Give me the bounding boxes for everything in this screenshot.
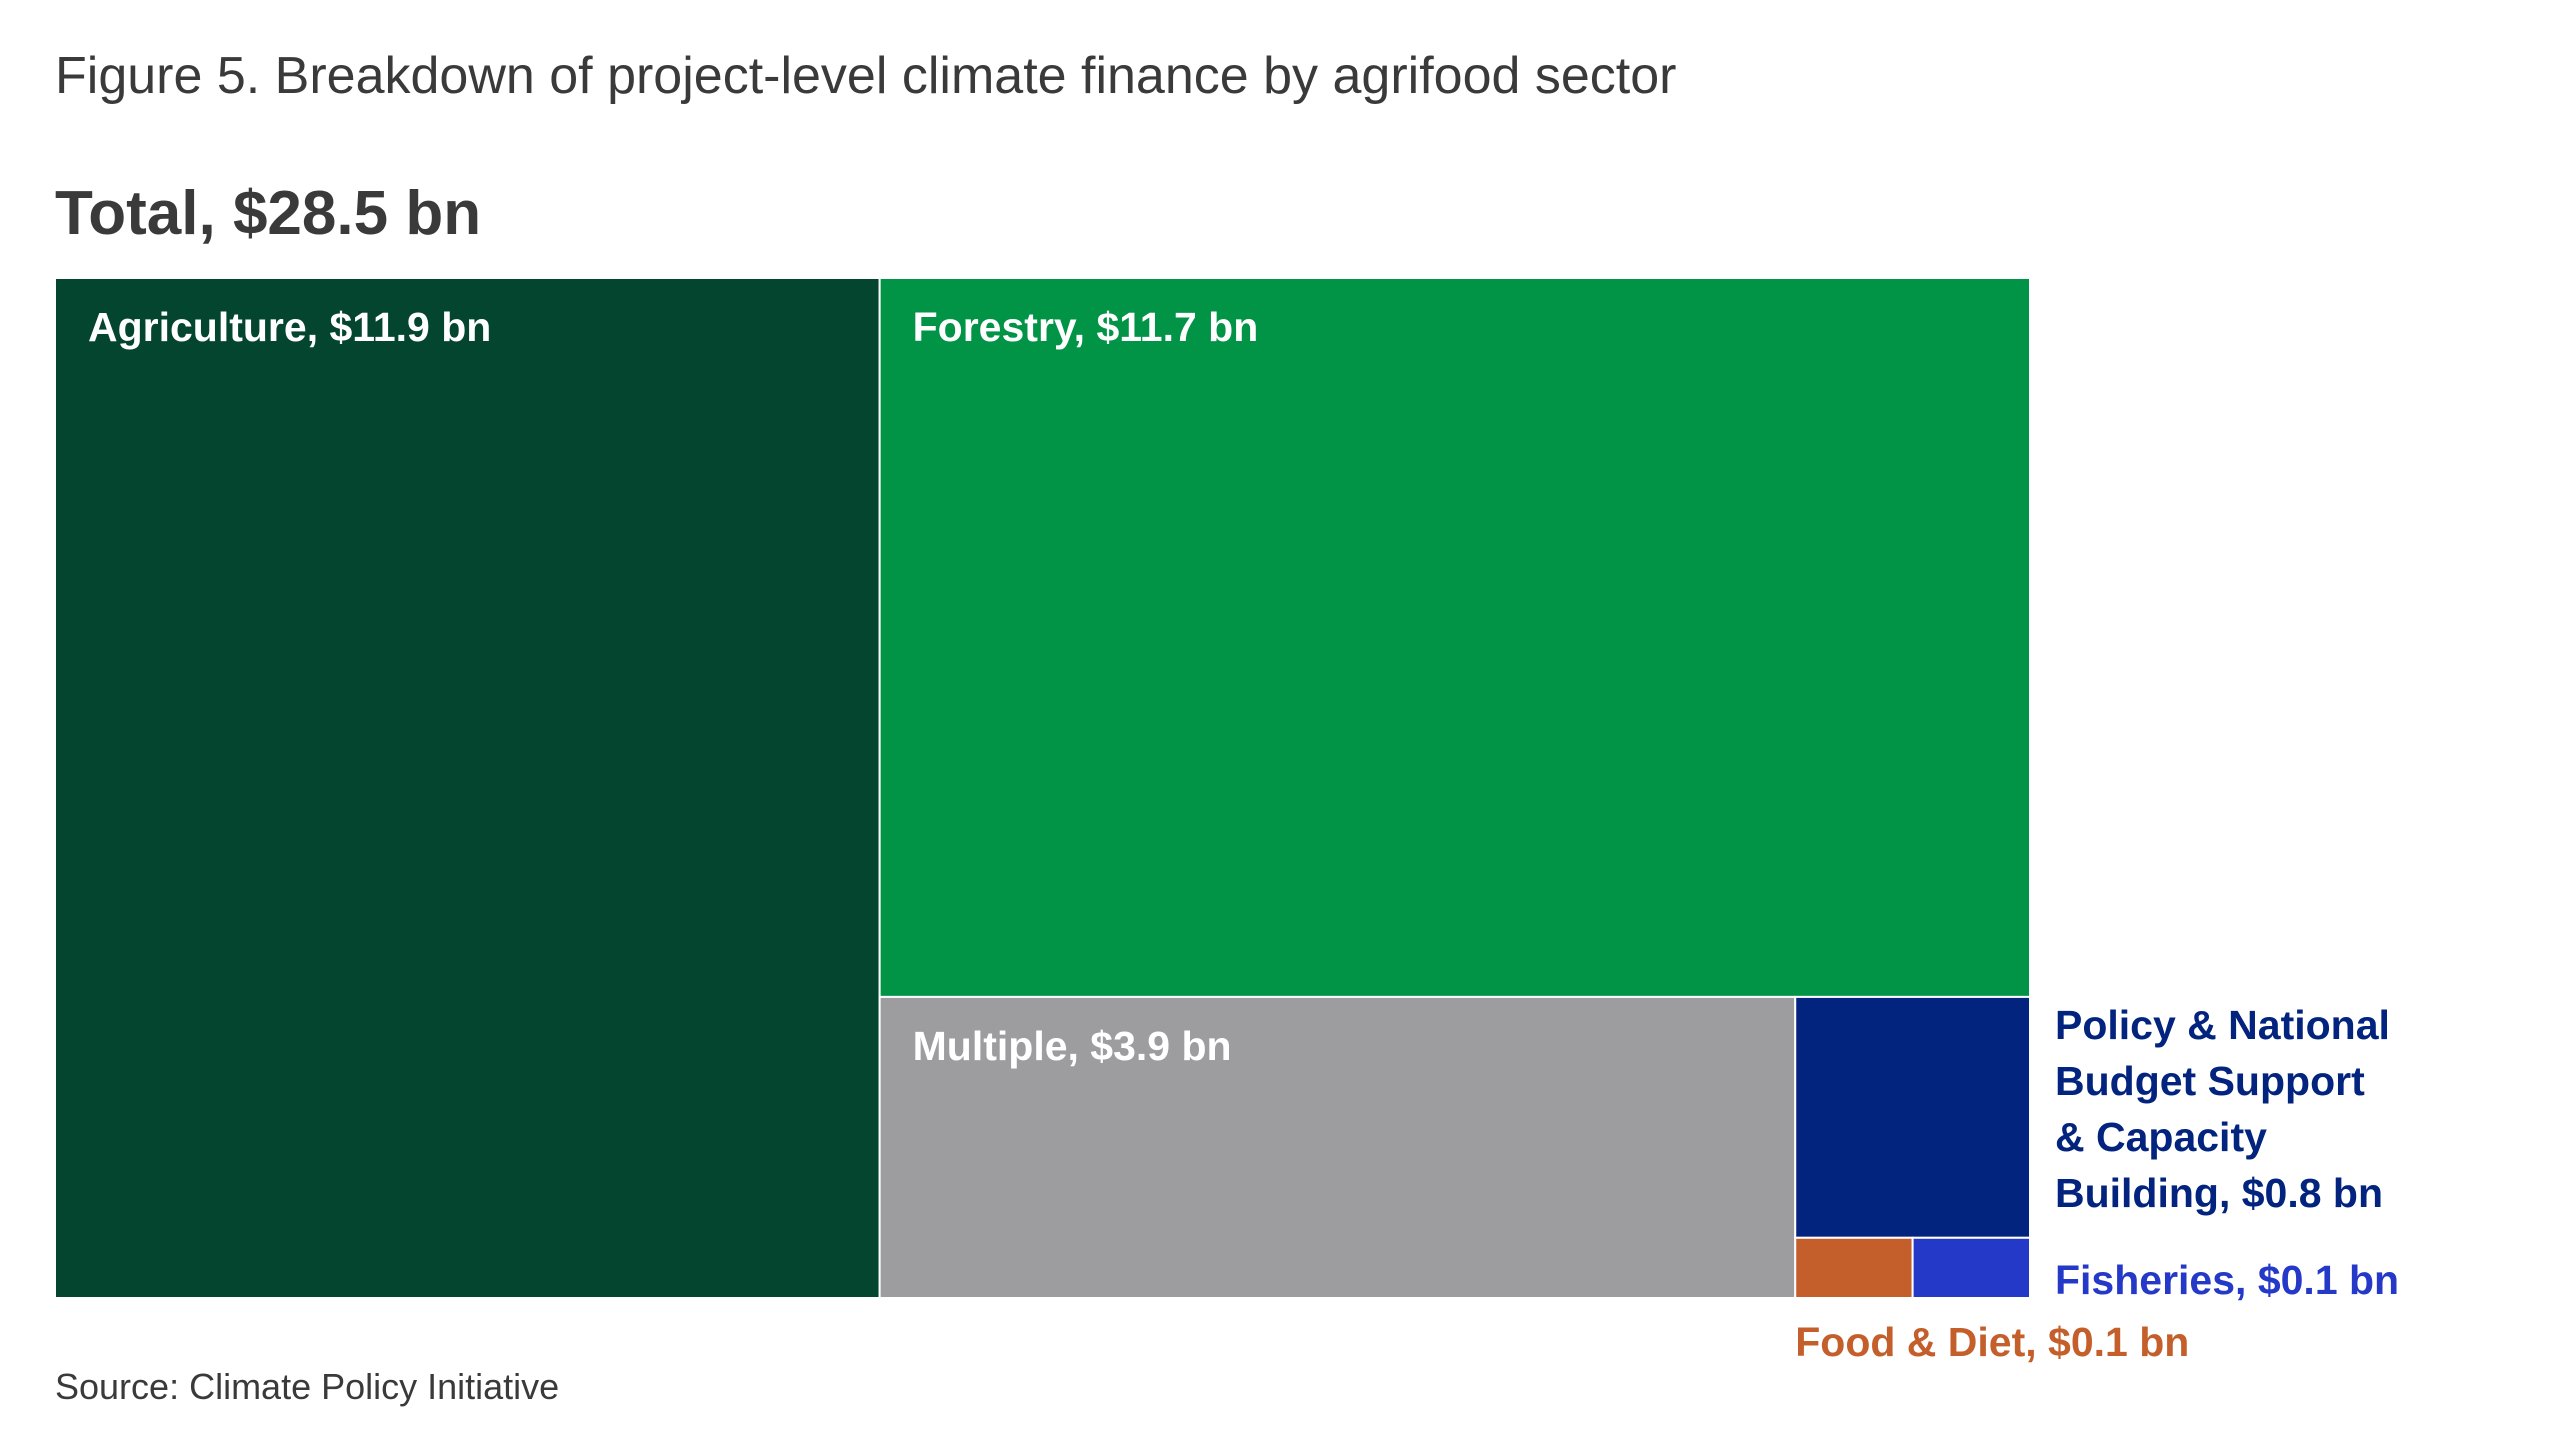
label-policy-line-1: Policy & National	[2055, 1002, 2390, 1048]
treemap-rect-agriculture	[54, 277, 881, 1299]
label-policy-line-3: & Capacity	[2055, 1114, 2267, 1160]
label-food-diet: Food & Diet, $0.1 bn	[1795, 1319, 2189, 1365]
figure-title: Figure 5. Breakdown of project-level cli…	[55, 47, 1677, 105]
label-forestry: Forestry, $11.7 bn	[913, 304, 1259, 350]
treemap-rect-policy	[1794, 995, 2031, 1239]
treemap-rect-food-diet	[1794, 1236, 1914, 1299]
total-label: Total, $28.5 bn	[55, 179, 482, 248]
label-policy-line-2: Budget Support	[2055, 1058, 2365, 1104]
label-multiple: Multiple, $3.9 bn	[913, 1023, 1232, 1069]
treemap-rect-multiple	[878, 995, 1797, 1299]
label-policy-line-4: Building, $0.8 bn	[2055, 1170, 2383, 1216]
treemap-rect-forestry	[878, 277, 2031, 998]
source-note: Source: Climate Policy Initiative	[55, 1366, 560, 1407]
label-agriculture: Agriculture, $11.9 bn	[88, 304, 491, 350]
label-fisheries: Fisheries, $0.1 bn	[2055, 1257, 2399, 1303]
treemap-rect-fisheries	[1911, 1236, 2032, 1299]
